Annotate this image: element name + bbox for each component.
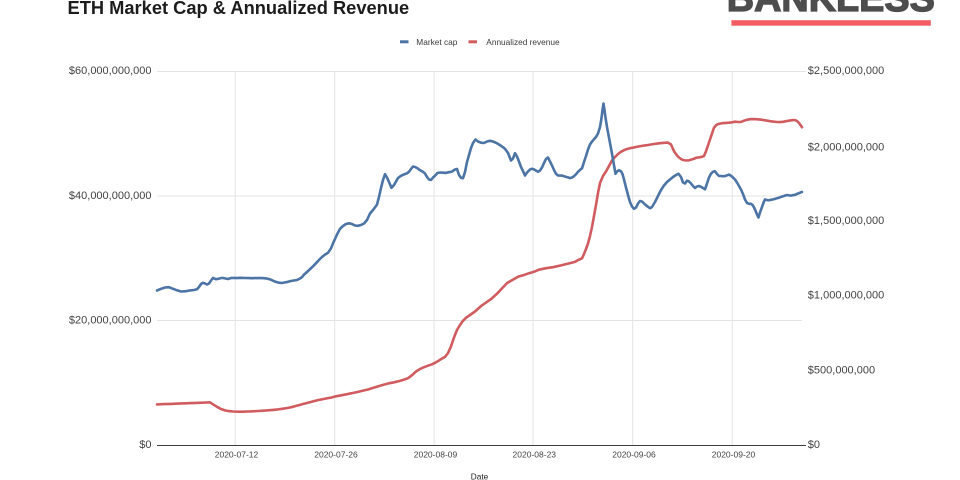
svg-text:$0: $0 [808,439,820,451]
svg-text:$1,500,000,000: $1,500,000,000 [808,215,884,227]
svg-text:$60,000,000,000: $60,000,000,000 [69,65,152,77]
svg-text:ETH Market Cap & Annualized Re: ETH Market Cap & Annualized Revenue [68,0,410,18]
svg-text:$500,000,000: $500,000,000 [808,364,875,376]
svg-text:2020-09-06: 2020-09-06 [612,450,656,460]
svg-text:$2,500,000,000: $2,500,000,000 [808,65,884,77]
svg-text:2020-08-09: 2020-08-09 [414,450,458,460]
svg-text:Date: Date [471,472,489,480]
svg-text:2020-07-26: 2020-07-26 [314,450,358,460]
svg-text:$20,000,000,000: $20,000,000,000 [69,315,152,327]
svg-text:$0: $0 [139,439,151,451]
svg-text:2020-07-12: 2020-07-12 [215,450,259,460]
svg-text:$40,000,000,000: $40,000,000,000 [69,190,152,202]
svg-text:2020-09-20: 2020-09-20 [712,450,756,460]
svg-text:Market cap: Market cap [416,37,457,47]
svg-text:2020-08-23: 2020-08-23 [513,450,557,460]
svg-text:Annualized revenue: Annualized revenue [486,37,560,47]
svg-text:$2,000,000,000: $2,000,000,000 [808,141,884,153]
svg-text:$1,000,000,000: $1,000,000,000 [808,290,884,302]
svg-text:BANKLESS: BANKLESS [727,0,935,20]
